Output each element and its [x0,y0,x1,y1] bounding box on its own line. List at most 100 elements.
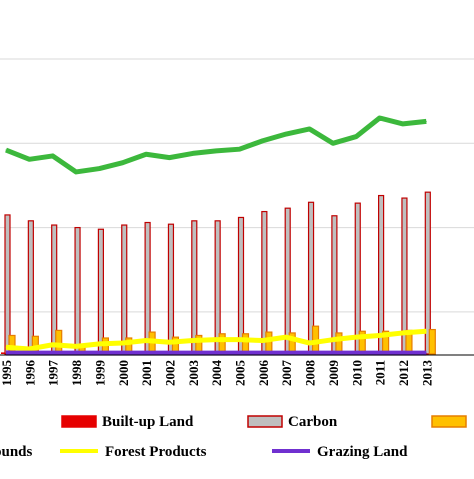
line-point [402,352,404,354]
line-point [145,352,147,354]
bar [97,228,105,355]
x-tick-label: 2007 [279,360,294,387]
line-point [98,343,100,345]
legend-swatch [61,415,97,428]
bar [4,214,11,355]
line-point [239,352,240,354]
line-point [379,117,381,119]
legend-label: Carbon [288,414,338,430]
line-point [215,352,217,354]
legend-label: Forest Products [105,444,207,460]
line-point [332,142,334,144]
x-tick-label: 1998 [69,360,84,387]
line-point [145,153,147,155]
x-tick-label: 2000 [116,360,131,386]
line-point [309,128,311,130]
line-point [285,352,287,354]
x-tick-label: 2008 [303,360,318,387]
line-point [52,344,54,346]
line-point [75,352,77,354]
line-point [5,346,7,348]
line-point [425,352,427,354]
line-point [355,336,357,338]
bar [191,220,198,355]
line-point [192,352,194,354]
line-point [168,352,170,354]
line-point [145,340,147,342]
bar [55,329,63,355]
line-point [75,345,77,347]
line-point [239,339,240,341]
line-point [28,352,30,354]
x-tick-label: 2006 [256,360,271,387]
x-tick-label: 1997 [46,360,61,387]
x-tick-label: 1999 [92,360,107,387]
line-point [379,334,381,336]
line-point [98,168,100,170]
line-point [52,155,54,157]
line-point [262,340,264,342]
legend-label: Built-up Land [102,414,194,430]
line-point [332,352,334,354]
line-point [75,171,77,173]
bar [428,328,436,355]
line-point [425,330,427,332]
bar [424,191,431,355]
x-tick-label: 2012 [396,360,411,386]
x-tick-label: 2001 [139,360,154,386]
bar [167,223,175,355]
x-tick-label: 2010 [349,360,364,386]
legend-label: Grazing Land [317,444,408,460]
line-point [239,148,240,150]
line-point [5,149,7,151]
line-point [28,158,30,160]
x-tick-label: 2011 [373,360,388,385]
line-point [28,348,30,350]
bar [1,352,5,354]
line-point [122,342,124,344]
line-point [52,352,54,354]
line-point [5,352,7,354]
line-point [98,352,100,354]
line-point [285,133,287,135]
legend-label: ounds [0,444,33,460]
series-line [5,115,427,175]
line-point [215,150,217,152]
line-point [285,336,287,338]
line-point [402,332,404,334]
bar [378,194,385,355]
x-tick-label: 2004 [209,360,224,387]
legend-swatch [247,415,283,428]
line-point [262,140,264,142]
line-layer [5,115,427,356]
x-tick-label: 2009 [326,360,341,387]
line-point [122,162,124,164]
bar [74,226,81,355]
bar [284,207,291,355]
x-tick-label: 2005 [233,360,248,387]
line-point [262,352,264,354]
x-tick-label: 2003 [186,360,201,387]
line-point [168,341,170,343]
x-tick-label: 2002 [162,360,177,386]
line-point [355,352,357,354]
line-point [309,352,311,354]
line-point [332,339,334,341]
bar [121,224,128,355]
x-tick-label: 1996 [22,360,37,387]
line-point [355,136,357,138]
legend-swatch [431,415,467,428]
line-point [425,120,427,122]
axis-layer: 1995 1996 1997 1998 1999 2000 2001 2002 2003 2004… [0,354,474,387]
line-point [192,152,194,154]
line-point [215,339,217,341]
bar-layer [1,191,436,355]
line-point [192,340,194,342]
line-point [402,123,404,125]
line-point [379,352,381,354]
x-tick-label: 2013 [419,360,434,387]
bar [27,220,34,355]
line-point [168,157,170,159]
